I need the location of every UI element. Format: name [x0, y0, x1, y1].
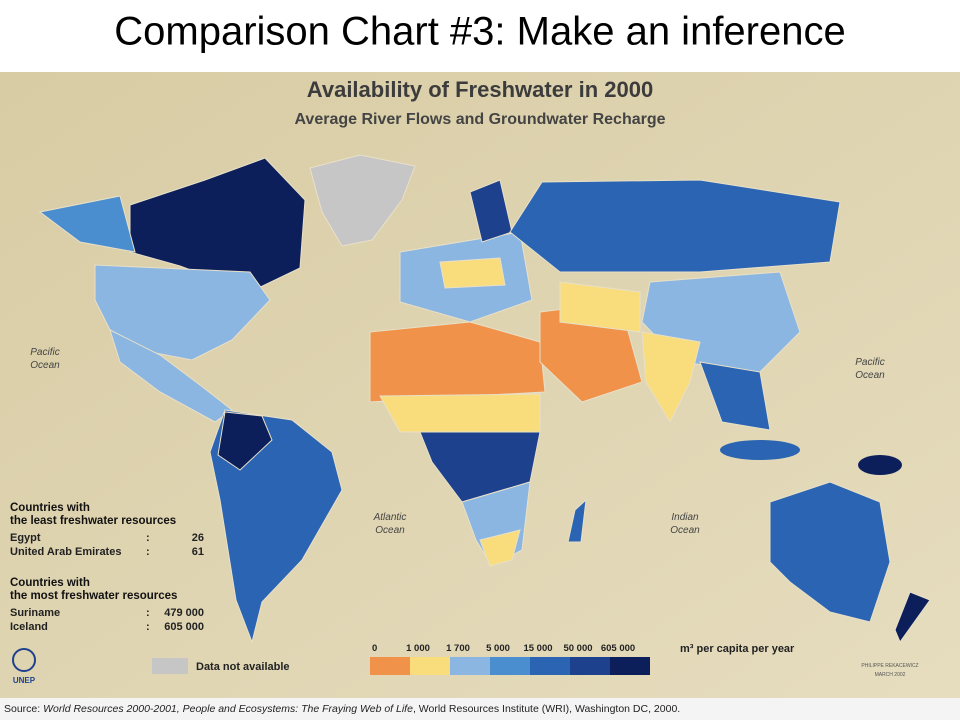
- legend-tick: 605 000: [601, 643, 635, 654]
- sahel: [379, 393, 541, 433]
- map-subtitle: Average River Flows and Groundwater Rech…: [294, 111, 665, 128]
- ocean-label: Ocean: [375, 525, 405, 536]
- freshwater-value: 479 000: [164, 607, 204, 619]
- north-africa: [369, 321, 546, 403]
- madagascar: [567, 498, 587, 543]
- ocean-label: Ocean: [855, 370, 885, 381]
- slide-title: Comparison Chart #3: Make an inference: [114, 10, 845, 54]
- south-america: [209, 409, 343, 644]
- ocean-label: Atlantic: [373, 512, 407, 523]
- legend-tick: 1 700: [446, 643, 470, 654]
- legend: 0 1 000 1 700 5 000 15 000 50 000 605 000 m³ pe…: [152, 643, 795, 675]
- logo: UNEP: [12, 648, 36, 685]
- legend-swatch: [530, 657, 570, 675]
- info-heading: Countries with: [10, 577, 90, 589]
- ocean-label: Indian: [671, 512, 699, 523]
- greenland: [309, 154, 416, 247]
- source-part: , World Resources Institute (WRI), Washi…: [413, 703, 680, 715]
- australia: [769, 481, 891, 623]
- credit: MARCH 2002: [875, 672, 906, 678]
- legend-tick: 0: [372, 643, 377, 654]
- ocean-label: Ocean: [30, 360, 60, 371]
- info-heading: the least freshwater resources: [10, 515, 176, 527]
- legend-tick: 1 000: [406, 643, 430, 654]
- country-name: United Arab Emirates: [10, 546, 121, 558]
- ocean-label: Ocean: [670, 525, 700, 536]
- map-title: Availability of Freshwater in 2000: [307, 77, 653, 102]
- separator: :: [146, 546, 150, 558]
- legend-swatch: [450, 657, 490, 675]
- freshwater-value: 26: [192, 532, 204, 544]
- source: Source: World Resources 2000-2001, Peopl…: [4, 703, 680, 715]
- freshwater-value: 61: [192, 546, 204, 558]
- country-name: Egypt: [10, 532, 41, 544]
- ocean-label: Pacific: [30, 347, 59, 358]
- southeast-asia: [699, 361, 771, 431]
- alaska: [38, 195, 136, 253]
- separator: :: [146, 621, 150, 633]
- na-label: Data not available: [196, 661, 290, 673]
- central-asia: [559, 281, 641, 333]
- credit: PHILIPPE REKACEWICZ: [861, 663, 918, 669]
- canada: [129, 157, 306, 293]
- indonesia: [720, 440, 800, 460]
- legend-swatch: [570, 657, 610, 675]
- south-africa: [479, 529, 521, 567]
- country-name: Iceland: [10, 621, 48, 633]
- usa: [94, 264, 271, 361]
- country-name: Suriname: [10, 607, 60, 619]
- india: [641, 331, 701, 424]
- legend-swatch: [490, 657, 530, 675]
- separator: :: [146, 532, 150, 544]
- logo-mark: [12, 648, 36, 672]
- ocean-labels: Pacific Ocean Pacific Ocean Atlantic Ocean Ind…: [30, 347, 885, 536]
- legend-swatch: [410, 657, 450, 675]
- legend-swatch: [370, 657, 410, 675]
- legend-tick: 5 000: [486, 643, 510, 654]
- source-part: Source:: [4, 703, 43, 715]
- central-europe: [439, 257, 506, 289]
- new-zealand: [894, 591, 931, 644]
- legend-swatch: [610, 657, 650, 675]
- info-heading: Countries with: [10, 502, 90, 514]
- source-bar: [0, 698, 960, 720]
- northern-south-america: [217, 411, 273, 471]
- info-heading: the most freshwater resources: [10, 590, 177, 602]
- freshwater-value: 605 000: [164, 621, 204, 633]
- logo-text: UNEP: [13, 676, 36, 685]
- legend-tick: 50 000: [563, 643, 592, 654]
- legend-unit: m³ per capita per year: [680, 643, 795, 655]
- separator: :: [146, 607, 150, 619]
- source-part: World Resources 2000-2001, People and Ec…: [43, 703, 413, 715]
- na-swatch: [152, 658, 188, 674]
- ocean-label: Pacific: [855, 357, 884, 368]
- russia: [509, 179, 841, 273]
- new-guinea: [858, 455, 902, 475]
- world-map: [38, 154, 931, 644]
- legend-tick: 15 000: [523, 643, 552, 654]
